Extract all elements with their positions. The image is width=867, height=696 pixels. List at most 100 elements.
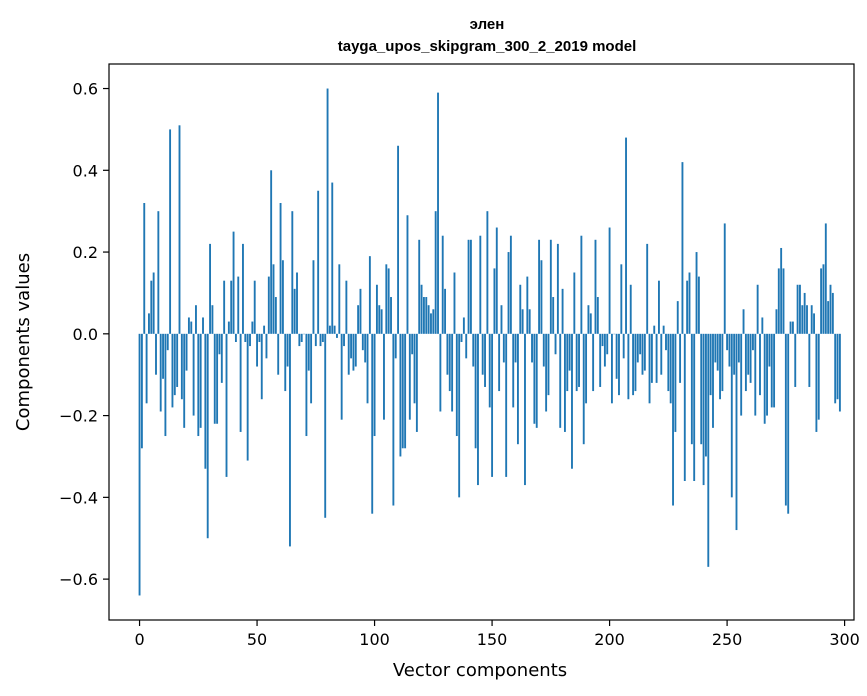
bar-128 bbox=[439, 333, 442, 412]
bar-41 bbox=[234, 333, 237, 342]
bar-173 bbox=[545, 333, 548, 412]
bar-152 bbox=[495, 227, 498, 334]
bar-172 bbox=[542, 333, 545, 367]
bar-161 bbox=[516, 333, 519, 445]
bar-53 bbox=[263, 325, 266, 334]
bar-115 bbox=[408, 333, 411, 420]
bar-179 bbox=[559, 333, 562, 428]
bar-38 bbox=[227, 321, 230, 334]
bar-15 bbox=[173, 333, 176, 396]
bar-83 bbox=[333, 325, 336, 334]
x-tick-label: 200 bbox=[594, 630, 625, 649]
bar-165 bbox=[526, 276, 529, 334]
bar-154 bbox=[500, 305, 503, 334]
bar-221 bbox=[658, 280, 660, 334]
bar-251 bbox=[728, 333, 731, 367]
bar-131 bbox=[446, 333, 449, 375]
bar-101 bbox=[375, 284, 378, 334]
bar-230 bbox=[679, 333, 682, 383]
bar-274 bbox=[782, 268, 785, 334]
bar-189 bbox=[582, 333, 585, 445]
bar-183 bbox=[568, 333, 571, 371]
bar-283 bbox=[803, 292, 806, 334]
bar-81 bbox=[328, 325, 331, 334]
bar-118 bbox=[415, 333, 418, 432]
bar-233 bbox=[686, 280, 689, 334]
bar-3 bbox=[145, 333, 148, 404]
bar-258 bbox=[744, 333, 747, 392]
bar-262 bbox=[754, 333, 757, 416]
bar-69 bbox=[300, 333, 303, 342]
bar-223 bbox=[662, 325, 665, 334]
x-tick-label: 50 bbox=[247, 630, 267, 649]
bar-74 bbox=[312, 260, 315, 334]
bar-117 bbox=[413, 333, 416, 404]
bar-270 bbox=[773, 333, 776, 408]
bar-295 bbox=[831, 292, 834, 334]
bar-285 bbox=[808, 333, 811, 387]
bar-65 bbox=[291, 211, 294, 334]
bar-185 bbox=[573, 272, 576, 334]
bar-79 bbox=[324, 333, 327, 518]
bar-198 bbox=[603, 333, 606, 367]
bar-255 bbox=[737, 333, 740, 363]
bar-169 bbox=[535, 333, 538, 428]
bar-243 bbox=[709, 333, 712, 396]
bar-234 bbox=[688, 272, 691, 334]
bar-292 bbox=[824, 223, 827, 334]
bar-37 bbox=[225, 333, 228, 477]
bar-180 bbox=[561, 288, 564, 334]
y-tick-label: 0.0 bbox=[73, 325, 98, 344]
x-tick-label: 100 bbox=[359, 630, 390, 649]
chart-title: элен bbox=[470, 16, 505, 33]
bar-222 bbox=[660, 333, 663, 375]
bar-7 bbox=[155, 333, 157, 375]
bar-225 bbox=[667, 333, 670, 392]
bar-236 bbox=[693, 333, 696, 481]
bar-275 bbox=[784, 333, 787, 506]
bar-146 bbox=[481, 333, 484, 375]
bar-259 bbox=[747, 333, 750, 375]
bar-96 bbox=[364, 333, 367, 363]
x-axis: 0 50 100 150 200 250 300 bbox=[134, 620, 860, 649]
bar-240 bbox=[702, 333, 705, 486]
bar-145 bbox=[479, 235, 482, 334]
bar-249 bbox=[723, 223, 726, 334]
x-axis-label: Vector components bbox=[393, 660, 567, 681]
bars-group bbox=[138, 88, 841, 596]
bar-108 bbox=[392, 333, 395, 506]
bar-268 bbox=[768, 333, 771, 367]
bar-60 bbox=[279, 203, 282, 334]
bar-78 bbox=[321, 333, 324, 342]
bar-297 bbox=[836, 333, 839, 400]
bar-278 bbox=[791, 321, 794, 334]
bar-150 bbox=[491, 333, 494, 477]
bar-12 bbox=[166, 333, 169, 351]
bar-91 bbox=[352, 333, 355, 371]
bar-220 bbox=[655, 333, 658, 383]
bar-288 bbox=[815, 333, 818, 432]
bar-271 bbox=[775, 309, 778, 334]
bar-109 bbox=[394, 333, 397, 359]
bar-28 bbox=[204, 333, 207, 469]
bar-104 bbox=[383, 333, 385, 420]
bar-263 bbox=[756, 284, 759, 334]
bar-182 bbox=[566, 333, 569, 392]
bar-237 bbox=[695, 252, 698, 334]
bar-219 bbox=[653, 325, 656, 334]
bar-151 bbox=[493, 268, 496, 334]
bar-203 bbox=[615, 333, 618, 379]
bar-6 bbox=[152, 272, 155, 334]
bar-86 bbox=[340, 333, 343, 420]
y-tick-label: −0.2 bbox=[59, 407, 98, 426]
bar-52 bbox=[260, 333, 263, 400]
bar-209 bbox=[629, 284, 632, 334]
bar-97 bbox=[366, 333, 369, 404]
bar-42 bbox=[237, 276, 240, 334]
plot-frame bbox=[108, 63, 855, 621]
bar-127 bbox=[437, 92, 439, 334]
bar-261 bbox=[752, 333, 754, 351]
bar-20 bbox=[185, 333, 188, 371]
y-tick-label: 0.4 bbox=[73, 161, 98, 180]
bar-116 bbox=[411, 333, 414, 355]
